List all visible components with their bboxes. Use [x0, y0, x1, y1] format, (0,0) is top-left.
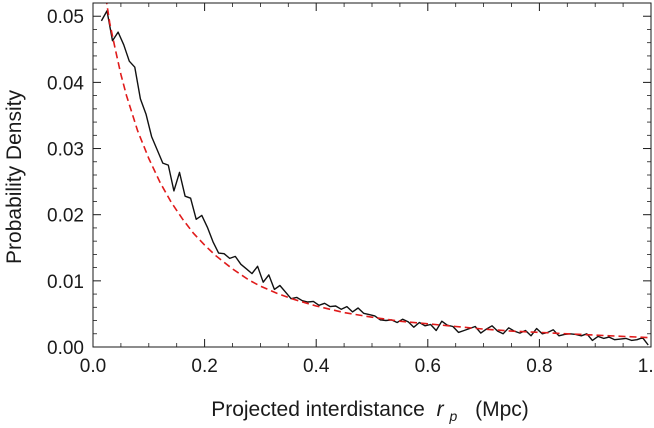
- x-axis-label-unit: (Mpc): [475, 398, 529, 421]
- x-tick-label: 0.6: [415, 356, 441, 377]
- x-tick-label: 0.2: [191, 356, 217, 377]
- x-tick-label: 1.0: [638, 356, 654, 377]
- x-axis-label: Projected interdistance r p (Mpc): [211, 398, 529, 426]
- y-tick-label: 0.01: [47, 272, 84, 293]
- plot-series: [100, 3, 651, 346]
- x-tick-label: 0.0: [80, 356, 106, 377]
- x-tick-label: 0.4: [303, 356, 330, 377]
- axis-ticks: [92, 2, 652, 348]
- y-tick-label: 0.03: [47, 140, 84, 161]
- data-curve-line: [100, 10, 649, 346]
- y-tick-label: 0.02: [47, 206, 84, 227]
- tick-labels: 0.0 0.2 0.4 0.6 0.8 1.0 0.00 0.01 0.02 0.03 0.04 0.…: [47, 7, 654, 377]
- y-axis-label: Probability Density: [3, 90, 26, 264]
- x-axis-label-main: Projected interdistance: [211, 398, 425, 421]
- x-tick-label: 0.8: [526, 356, 552, 377]
- y-tick-label: 0.04: [47, 73, 84, 94]
- plot-frame: [92, 2, 652, 348]
- x-axis-label-subscript: p: [449, 408, 458, 424]
- y-tick-label: 0.00: [47, 338, 84, 359]
- y-tick-label: 0.05: [47, 7, 84, 28]
- fit-curve-line: [105, 3, 651, 339]
- x-axis-label-symbol: r: [437, 398, 445, 421]
